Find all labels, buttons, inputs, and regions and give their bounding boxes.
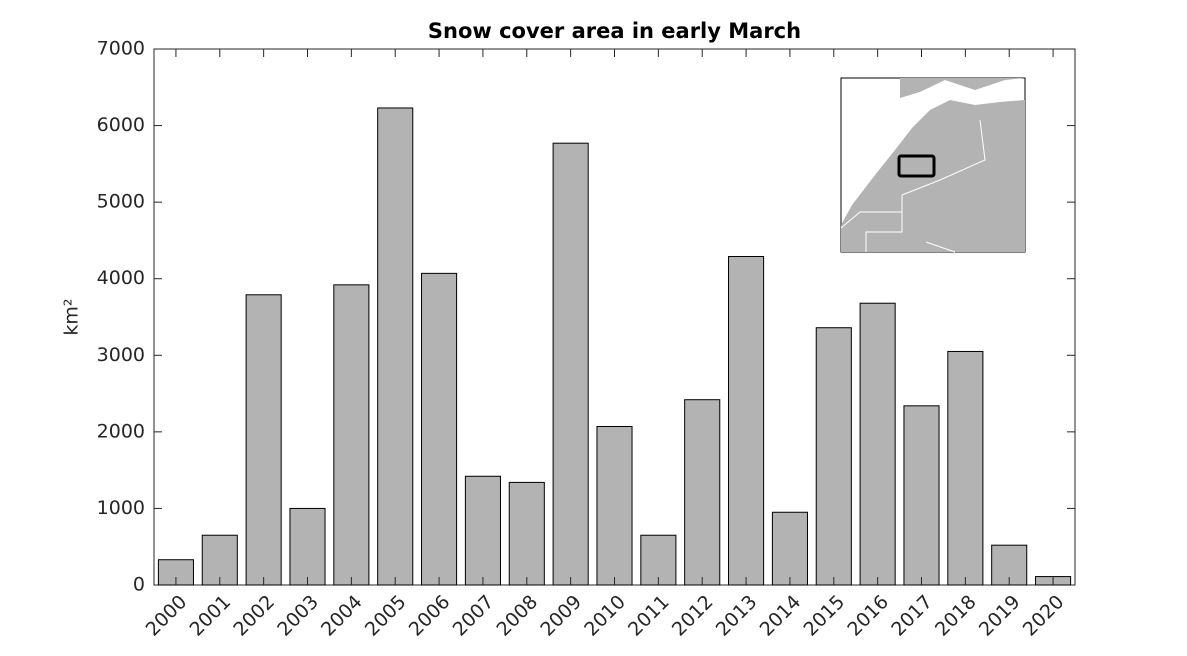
x-tick-label: 2016 (843, 591, 893, 641)
x-tick-label: 2006 (405, 591, 455, 641)
x-tick-label: 2019 (975, 591, 1025, 641)
x-tick-label: 2011 (624, 591, 674, 641)
bar (289, 507, 326, 586)
x-tick-label: 2013 (712, 591, 762, 641)
bar (464, 475, 501, 586)
x-tick-label: 2010 (580, 591, 630, 641)
x-tick-label: 2007 (449, 591, 499, 641)
bar (333, 284, 370, 586)
x-tick-label: 2014 (756, 591, 806, 641)
x-tick-label: 2005 (361, 591, 411, 641)
inset-map (840, 77, 1026, 253)
bar (859, 302, 896, 586)
study-area (897, 154, 936, 178)
land-north (900, 78, 1025, 98)
bar (728, 256, 765, 586)
bar (684, 399, 721, 586)
y-tick-label: 4000 (97, 267, 145, 289)
chart-title: Snow cover area in early March (428, 19, 801, 43)
y-axis-label: km² (61, 298, 83, 335)
y-tick-label: 2000 (97, 420, 145, 442)
bar (421, 272, 458, 586)
x-tick-label: 2002 (229, 591, 279, 641)
x-tick-label: 2015 (799, 591, 849, 641)
bar (201, 534, 238, 586)
y-tick-label: 5000 (97, 191, 145, 213)
x-tick-label: 2003 (273, 591, 323, 641)
x-tick-label: 2008 (492, 591, 542, 641)
x-tick-label: 2020 (1019, 591, 1069, 641)
bar (245, 294, 282, 586)
bar (596, 425, 633, 586)
x-tick-label: 2009 (536, 591, 586, 641)
y-tick-label: 3000 (97, 344, 145, 366)
bar (771, 511, 808, 586)
x-tick-label: 2017 (887, 591, 937, 641)
x-tick-label: 2018 (931, 591, 981, 641)
y-tick-label: 7000 (97, 38, 145, 60)
bar (377, 107, 414, 586)
x-tick-label: 2001 (185, 591, 235, 641)
bar (947, 350, 984, 586)
y-tick-label: 1000 (97, 497, 145, 519)
y-tick-label: 0 (133, 574, 145, 596)
bar (552, 142, 589, 586)
bar (903, 405, 940, 586)
x-tick-label: 2012 (668, 591, 718, 641)
y-tick-label: 6000 (97, 114, 145, 136)
bar (815, 327, 852, 586)
borders (840, 119, 986, 253)
x-tick-label: 2004 (317, 591, 367, 641)
bar (508, 481, 545, 586)
x-tick-label: 2000 (142, 591, 192, 641)
